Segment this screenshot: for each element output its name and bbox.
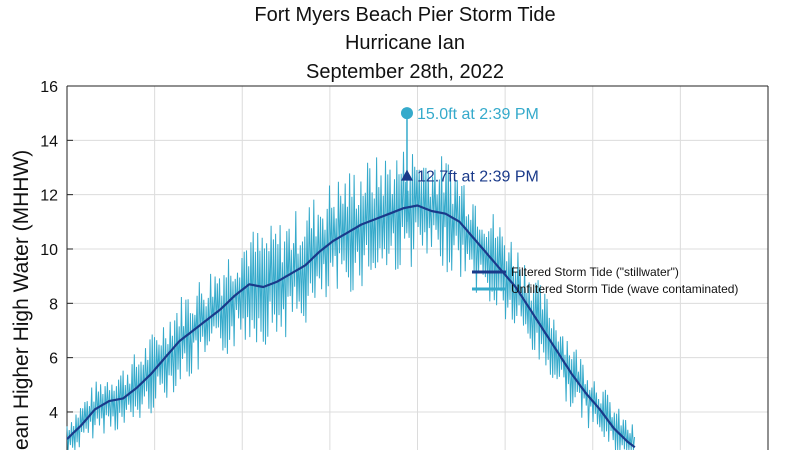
chart-title-line-3: September 28th, 2022 [306,61,504,83]
chart-title: Fort Myers Beach Pier Storm Tide Hurrica… [254,4,555,83]
annotations: 15.0ft at 2:39 PM 12.7ft at 2:39 PM [400,106,539,186]
y-tick-label: 14 [40,133,58,150]
legend-label-filtered: Filtered Storm Tide ("stillwater") [511,265,679,279]
legend: Filtered Storm Tide ("stillwater") Unfil… [472,265,738,296]
y-tick-label: 4 [49,405,58,422]
filtered-storm-tide-line [66,204,636,449]
unfiltered-storm-tide-line [66,151,635,450]
chart-title-line-2: Hurricane Ian [345,32,465,54]
y-tick-label: 8 [49,296,58,313]
legend-label-unfiltered: Unfiltered Storm Tide (wave contaminated… [511,282,738,296]
axes: 4 6 8 10 12 14 16 [40,79,769,450]
peak-annotation-label: 12.7ft at 2:39 PM [417,169,539,186]
peak-marker-triangle [400,169,413,181]
y-tick-label: 6 [49,351,58,368]
y-axis-label: ean Higher High Water (MHHW) [10,150,33,450]
peak-marker-circle [400,107,413,120]
series [66,113,636,450]
y-tick-label: 10 [40,242,58,259]
chart-title-line-1: Fort Myers Beach Pier Storm Tide [254,4,555,26]
y-tick-label: 12 [40,188,58,205]
y-tick-label: 16 [40,79,58,96]
peak-annotation-label: 15.0ft at 2:39 PM [417,106,539,123]
